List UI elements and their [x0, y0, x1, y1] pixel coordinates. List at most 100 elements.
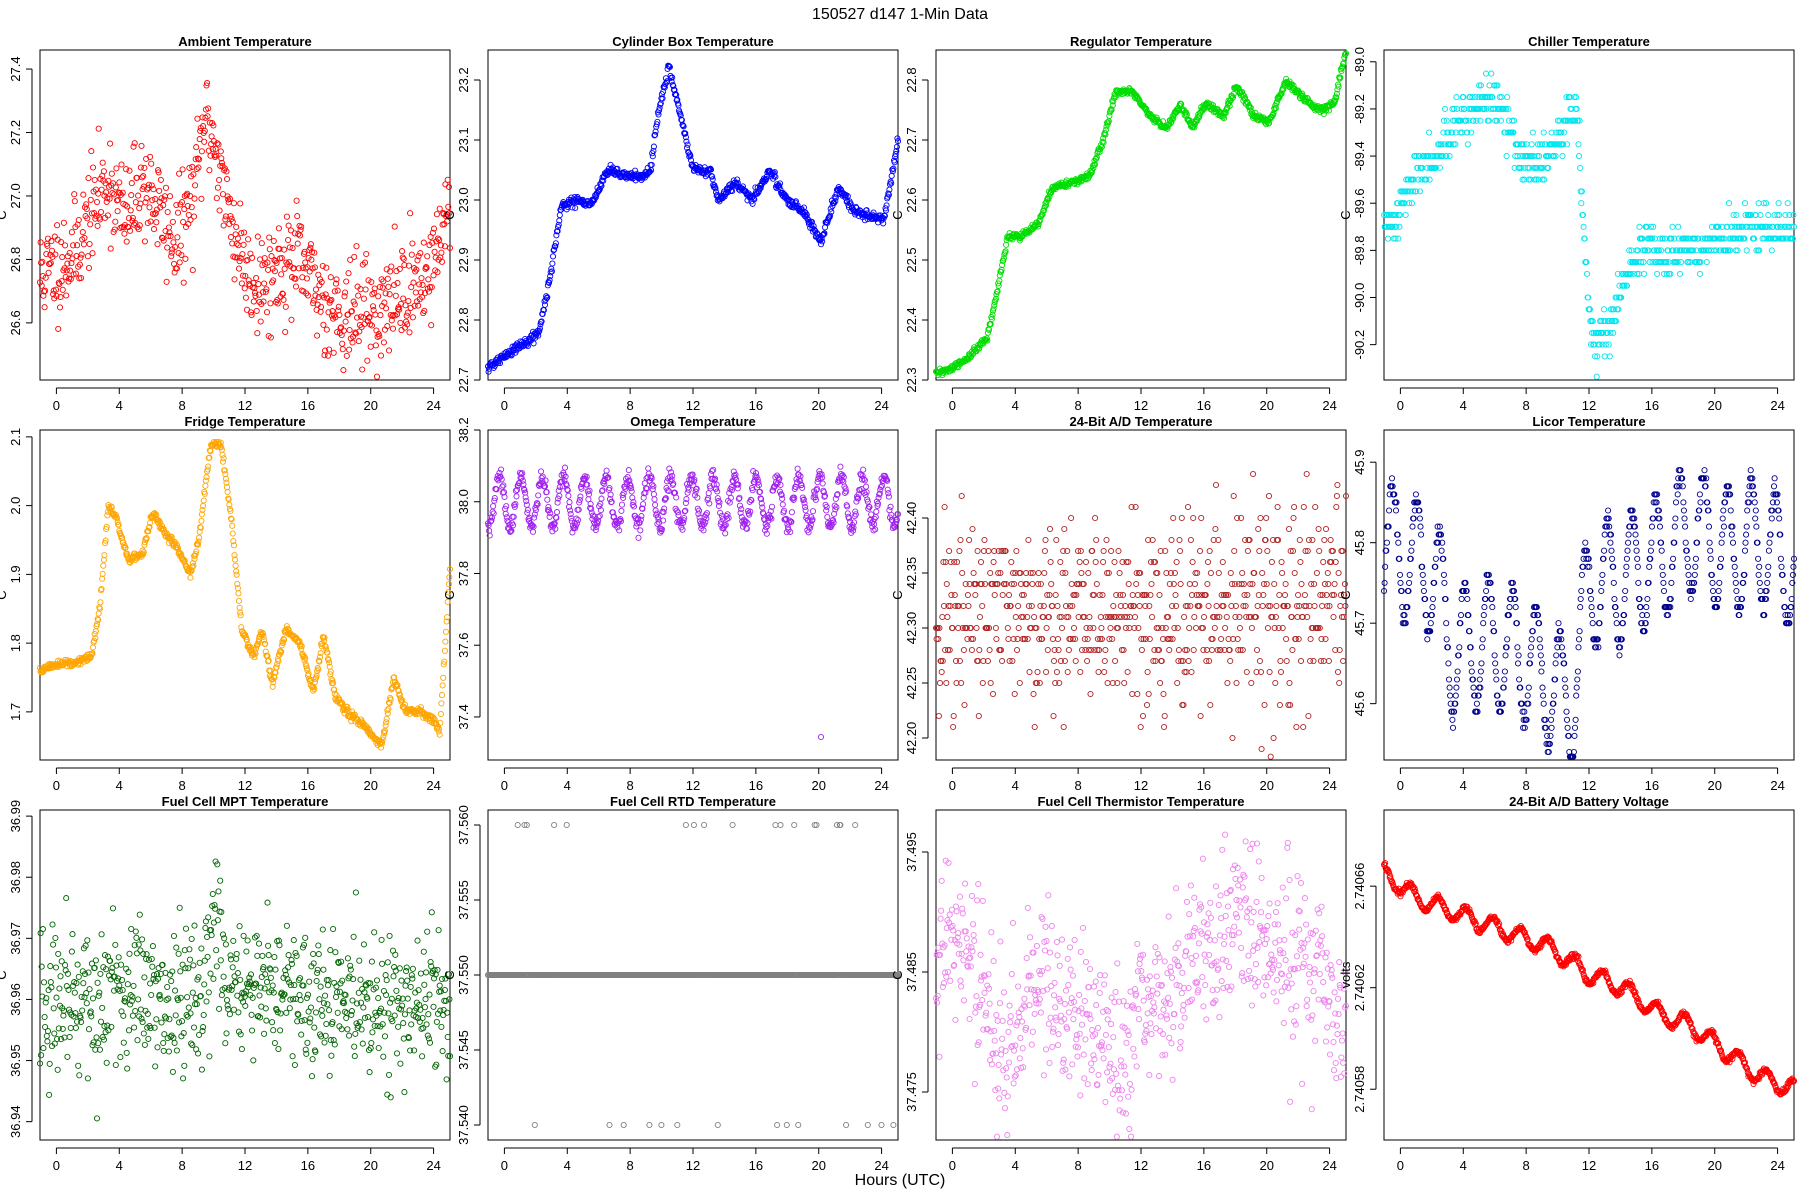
data-point	[323, 264, 330, 271]
data-point	[418, 275, 425, 282]
data-point	[346, 326, 353, 334]
data-point	[1131, 613, 1139, 621]
data-point	[412, 289, 419, 296]
data-point	[345, 270, 352, 277]
data-point	[1160, 690, 1167, 698]
data-point	[1175, 646, 1182, 654]
x-tick-label: 20	[363, 398, 377, 413]
x-tick-label: 4	[116, 778, 123, 793]
data-point	[150, 226, 158, 233]
data-point	[1189, 558, 1196, 566]
data-point	[1144, 668, 1151, 676]
y-axis-label: C	[0, 590, 9, 599]
data-point	[1013, 646, 1021, 654]
data-point	[1580, 223, 1587, 230]
data-point	[270, 237, 277, 245]
data-point	[58, 238, 65, 246]
data-point	[888, 180, 895, 187]
data-point	[596, 512, 603, 519]
data-point	[268, 253, 275, 260]
data-point	[94, 222, 101, 229]
data-point	[274, 300, 281, 307]
data-point	[1082, 558, 1090, 566]
data-point	[165, 232, 172, 240]
data-point	[419, 281, 426, 288]
data-point	[196, 534, 203, 541]
data-point	[91, 176, 98, 184]
data-point	[779, 501, 786, 508]
x-tick-label: 16	[301, 778, 315, 793]
data-point	[445, 203, 452, 210]
data-point	[1191, 613, 1198, 621]
data-point	[324, 352, 332, 359]
data-point	[776, 180, 784, 187]
data-point	[969, 525, 976, 533]
data-point	[375, 293, 382, 300]
data-point	[93, 198, 101, 206]
x-tick-label: 0	[501, 398, 508, 413]
figure-title: 150527 d147 1-Min Data	[812, 6, 988, 23]
data-point	[174, 209, 182, 216]
data-point	[54, 222, 61, 229]
x-tick-label: 0	[53, 398, 60, 413]
data-point	[637, 527, 644, 534]
data-point	[1050, 712, 1057, 720]
data-point	[1090, 624, 1097, 632]
data-point	[415, 253, 422, 260]
y-tick-label: 22.9	[456, 247, 471, 272]
data-point	[446, 244, 454, 252]
data-point	[331, 288, 338, 295]
data-point	[1161, 712, 1168, 720]
data-point	[1640, 270, 1648, 277]
data-point	[502, 510, 509, 517]
data-point	[441, 647, 448, 654]
data-point	[108, 170, 115, 177]
data-point	[659, 95, 666, 102]
data-point	[1004, 624, 1011, 632]
y-tick-label: 37.4	[456, 704, 471, 729]
data-point	[675, 512, 682, 519]
data-point	[105, 177, 112, 184]
data-point	[618, 507, 625, 514]
data-point	[1047, 558, 1054, 566]
chart-title: Ambient Temperature	[178, 34, 311, 49]
y-tick-label: -90.2	[1352, 330, 1367, 360]
data-point	[272, 258, 279, 265]
data-point	[402, 302, 409, 309]
chart-title: 24-Bit A/D Temperature	[1069, 414, 1212, 429]
data-point	[367, 321, 374, 328]
data-point	[228, 215, 235, 222]
data-point	[350, 298, 357, 305]
data-point	[446, 574, 453, 581]
y-tick-label: 22.5	[904, 247, 919, 272]
data-point	[205, 463, 212, 470]
data-point	[51, 233, 58, 240]
data-point	[405, 297, 412, 305]
data-point	[289, 245, 296, 252]
data-point	[863, 207, 870, 214]
data-point	[794, 202, 801, 209]
data-point	[162, 184, 170, 191]
data-point	[893, 148, 900, 155]
data-point	[1043, 624, 1050, 632]
data-point	[1402, 211, 1409, 219]
data-point	[198, 195, 205, 202]
data-point	[1068, 580, 1075, 588]
data-point	[683, 496, 690, 503]
data-point	[652, 501, 659, 508]
data-point	[544, 496, 551, 503]
data-point	[115, 196, 122, 204]
data-point	[1121, 679, 1128, 687]
data-point	[319, 262, 326, 270]
data-point	[684, 489, 691, 496]
data-point	[127, 207, 134, 214]
data-point	[959, 569, 966, 577]
data-point	[150, 186, 157, 193]
data-point	[89, 164, 97, 171]
data-point	[153, 219, 160, 226]
data-point	[979, 602, 986, 610]
data-point	[87, 196, 94, 203]
data-point	[214, 140, 221, 147]
data-point	[729, 188, 736, 195]
x-tick-label: 8	[179, 778, 186, 793]
